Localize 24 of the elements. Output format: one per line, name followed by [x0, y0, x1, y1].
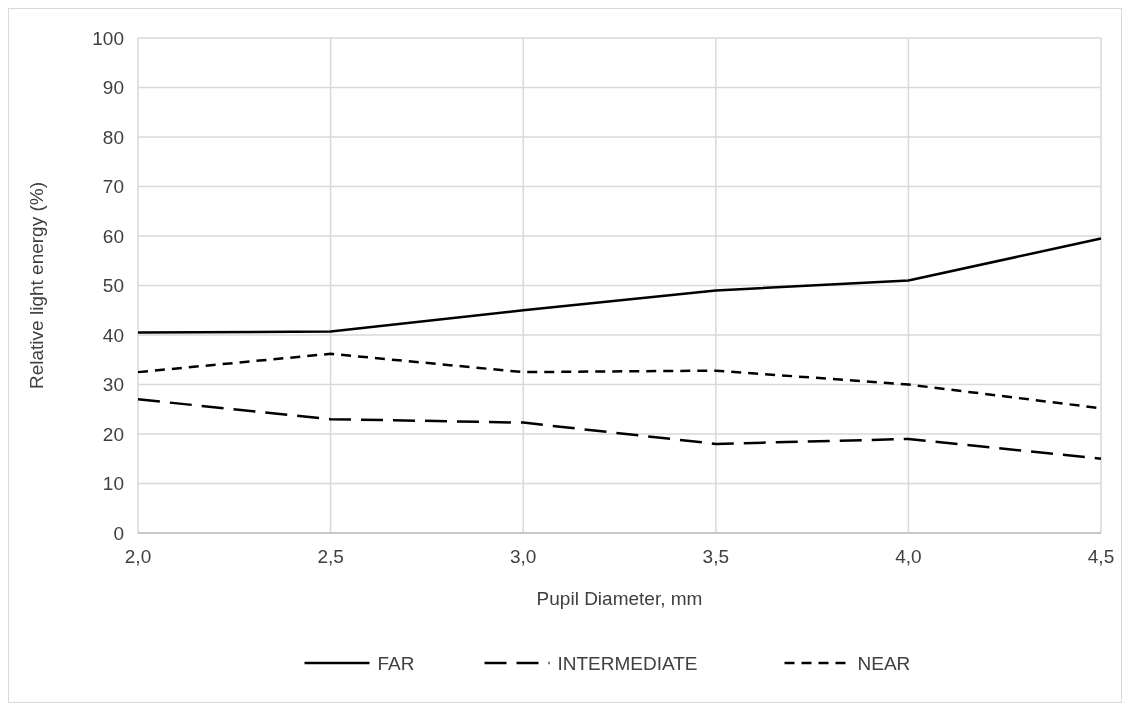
y-tick-label: 20	[102, 423, 124, 445]
x-tick-label: 3,5	[702, 546, 730, 567]
y-tick-label: 90	[102, 77, 124, 99]
legend-label: INTERMEDIATE	[557, 652, 698, 674]
y-tick-label: 40	[102, 324, 124, 346]
y-tick-label: 10	[102, 473, 124, 495]
y-axis-title: Relative light energy (%)	[26, 182, 47, 389]
y-tick-label: 50	[102, 275, 124, 297]
y-tick-label: 30	[102, 374, 124, 396]
x-axis-title: Pupil Diameter, mm	[536, 588, 703, 609]
legend-label: NEAR	[857, 652, 911, 674]
legend-label: FAR	[377, 652, 415, 674]
y-tick-label: 70	[102, 176, 124, 198]
x-tick-label: 2,0	[124, 546, 152, 567]
line-series	[136, 237, 1103, 334]
y-tick-label: 0	[113, 522, 124, 544]
x-tick-label: 3,0	[509, 546, 537, 567]
y-tick-label: 80	[102, 126, 124, 148]
x-tick-label: 4,0	[895, 546, 922, 567]
y-tick-label: 60	[102, 225, 124, 247]
line-series	[136, 398, 1103, 460]
x-tick-label: 2,5	[317, 546, 344, 567]
y-tick-label: 100	[92, 27, 124, 49]
x-tick-label: 4,5	[1087, 546, 1115, 567]
